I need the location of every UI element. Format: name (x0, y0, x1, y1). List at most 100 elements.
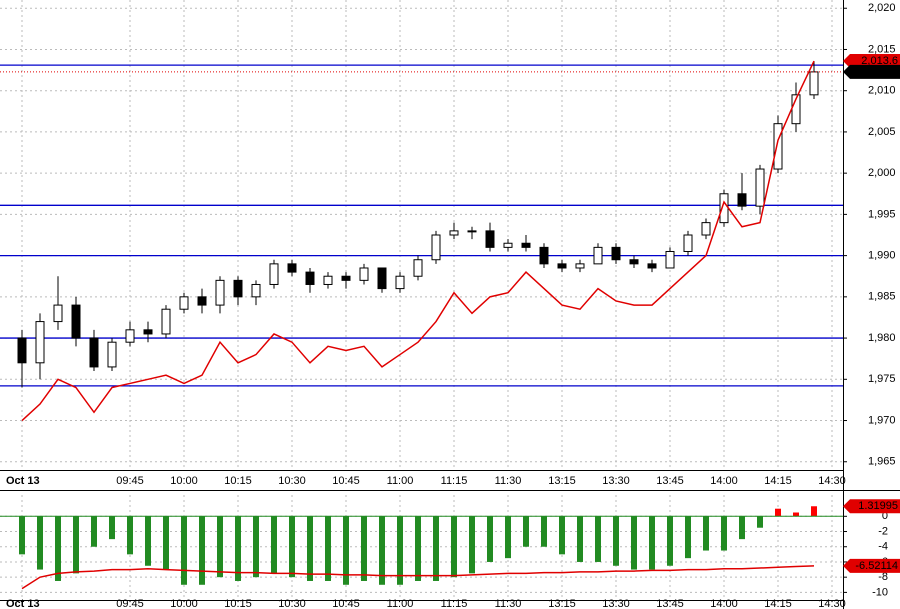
y-tick-label: -4 (878, 541, 888, 553)
candle-body (323, 275, 333, 285)
y-tick-label: 1,990 (868, 250, 896, 262)
candle-body (539, 246, 549, 265)
y-tick-label: 2,000 (868, 167, 896, 179)
x-tick-label: 14:30 (818, 475, 846, 487)
histogram-bar (73, 516, 79, 574)
histogram-bar (19, 516, 25, 555)
histogram-bar (91, 516, 97, 547)
x-tick-label: 10:45 (332, 598, 360, 609)
histogram-bar (757, 516, 763, 528)
candle-body (71, 304, 81, 339)
candle-body (251, 283, 261, 298)
histogram-bar (289, 516, 295, 578)
candle-body (233, 279, 243, 298)
candle-body (395, 275, 405, 290)
x-tick-label: 14:00 (710, 598, 738, 609)
x-tick-label: 10:15 (224, 475, 252, 487)
histogram-bar (667, 516, 673, 566)
candle-body (809, 71, 819, 96)
candle-body (593, 246, 603, 265)
x-tick-label: 10:00 (170, 475, 198, 487)
y-tick-label: 1,985 (868, 291, 896, 303)
x-tick-label: 11:15 (441, 475, 468, 487)
candle-body (341, 275, 351, 281)
histogram-bar (163, 516, 169, 570)
price-label-box (843, 499, 900, 514)
candle-body (431, 234, 441, 261)
x-tick-label: 10:45 (332, 475, 360, 487)
candle-body (521, 242, 531, 248)
x-tick-label: 09:45 (116, 475, 144, 487)
histogram-bar (343, 516, 349, 585)
price-label: 2,012.28 (855, 66, 898, 78)
candle-body (89, 337, 99, 368)
histogram-bar (631, 516, 637, 570)
x-tick-label: 10:30 (278, 475, 306, 487)
x-tick-label: 13:15 (548, 598, 576, 609)
x-tick-label: 14:00 (710, 475, 738, 487)
candle-body (179, 296, 189, 310)
histogram-bar (109, 516, 115, 540)
x-tick-label: 13:45 (656, 598, 684, 609)
x-tick-label: 14:15 (764, 598, 792, 609)
x-tick-label: 13:30 (602, 598, 630, 609)
candle-body (701, 222, 711, 236)
candle-body (53, 304, 63, 323)
x-tick-label: 11:30 (495, 598, 522, 609)
price-label-box (843, 54, 900, 69)
candle-body (449, 230, 459, 236)
candle-body (611, 246, 621, 261)
histogram-bar (541, 516, 547, 547)
candle-body (485, 230, 495, 248)
histogram-bar (649, 516, 655, 570)
histogram-bar (271, 516, 277, 574)
histogram-bar (379, 516, 385, 585)
x-tick-label: 10:00 (170, 598, 198, 609)
y-tick-label: 0 (882, 510, 888, 522)
histogram-bar (577, 516, 583, 562)
candle-body (107, 341, 117, 368)
y-tick-label: 1,965 (868, 456, 896, 468)
price-label: 1.31995 (858, 500, 898, 512)
x-tick-label: Oct 13 (6, 598, 40, 609)
candle-body (683, 234, 693, 252)
y-tick-label: 2,005 (868, 126, 896, 138)
y-tick-label: -10 (872, 586, 888, 598)
y-tick-label: 2,020 (868, 2, 896, 14)
candle-body (557, 263, 567, 269)
y-tick-label: 2,015 (868, 43, 896, 55)
price-label: -6.52114 (855, 560, 898, 572)
candle-body (125, 329, 135, 343)
histogram-bar (415, 516, 421, 581)
candle-body (773, 123, 783, 170)
x-tick-label: 13:15 (548, 475, 576, 487)
candle-body (143, 329, 153, 335)
x-tick-label: 14:15 (764, 475, 792, 487)
histogram-bar (469, 516, 475, 574)
histogram-bar (451, 516, 457, 578)
candle-body (755, 168, 765, 207)
histogram-bar (433, 516, 439, 581)
histogram-bar (127, 516, 133, 555)
x-tick-label: 11:00 (387, 475, 414, 487)
candle-body (269, 263, 279, 285)
candle-body (287, 263, 297, 273)
x-tick-label: 09:45 (116, 598, 144, 609)
histogram-bar (361, 516, 367, 581)
candle-body (197, 296, 207, 306)
candle-body (737, 193, 747, 207)
candle-body (413, 259, 423, 277)
histogram-bar (703, 516, 709, 551)
histogram-bar (325, 516, 331, 581)
histogram-bar (37, 516, 43, 570)
y-tick-label: 1,975 (868, 373, 896, 385)
histogram-bar (199, 516, 205, 585)
histogram-bar (811, 506, 817, 517)
histogram-bar (307, 516, 313, 581)
candle-body (35, 321, 45, 364)
histogram-bar (685, 516, 691, 559)
histogram-bar (721, 516, 727, 551)
x-tick-label: 11:00 (387, 598, 414, 609)
